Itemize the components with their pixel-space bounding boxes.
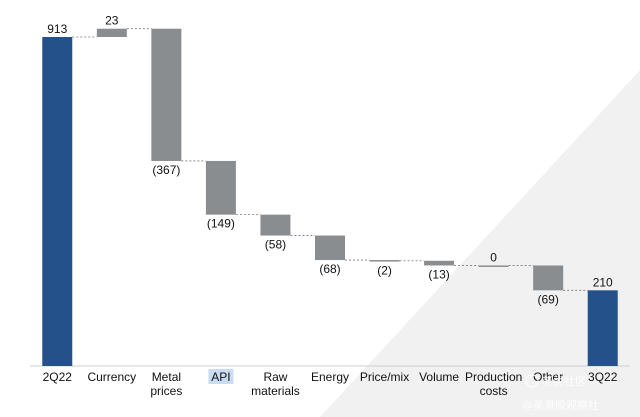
bar-currency (96, 28, 127, 37)
category-label: 2Q22 (43, 370, 73, 384)
category-label: Currency (87, 370, 136, 384)
category-label: 3Q22 (588, 370, 618, 384)
value-label: (69) (538, 292, 559, 306)
bar-price-mix (369, 260, 400, 262)
category-label: Volume (419, 370, 459, 384)
bar-3q22 (587, 290, 618, 366)
watermark-group: 老虎社区 @美港股观察社 (522, 374, 599, 412)
category-label: Other (533, 370, 563, 384)
bar-raw-materials (260, 214, 291, 236)
value-label: 210 (593, 275, 613, 289)
category-label: prices (150, 384, 182, 398)
watermark-logo-icon (525, 374, 539, 388)
bars (42, 28, 618, 366)
category-label: Production (465, 370, 522, 384)
bar-other (533, 265, 564, 291)
background-shade (320, 70, 640, 417)
bar-api (205, 160, 236, 215)
category-label: API (211, 370, 230, 384)
category-label: Price/mix (360, 370, 409, 384)
value-label: (68) (319, 262, 340, 276)
watermark-bottom: @美港股观察社 (522, 398, 599, 412)
value-label: (367) (152, 163, 180, 177)
value-label: (58) (265, 238, 286, 252)
bar-production-costs (478, 265, 509, 267)
value-label: (2) (377, 264, 392, 278)
bar-metal-prices (151, 28, 182, 161)
category-label: costs (480, 384, 508, 398)
connector-lines (72, 28, 588, 291)
category-label: materials (251, 384, 300, 398)
value-labels: 913 23 (367) (149) (58) (68) (2) (13) 0 (69) 210 (47, 14, 613, 307)
category-highlight (208, 369, 234, 384)
value-label: 0 (490, 250, 497, 264)
value-label: 913 (47, 22, 67, 36)
category-label: Energy (311, 370, 349, 384)
value-label: (149) (207, 217, 235, 231)
bar-energy (315, 235, 345, 261)
category-label: Raw (263, 370, 287, 384)
bar-volume (424, 260, 455, 266)
value-label: (13) (428, 267, 449, 281)
value-label: 23 (105, 14, 119, 28)
bar-2q22 (42, 37, 73, 366)
category-label: Metal (152, 370, 181, 384)
watermark-mid: 老虎社区 (542, 374, 586, 388)
